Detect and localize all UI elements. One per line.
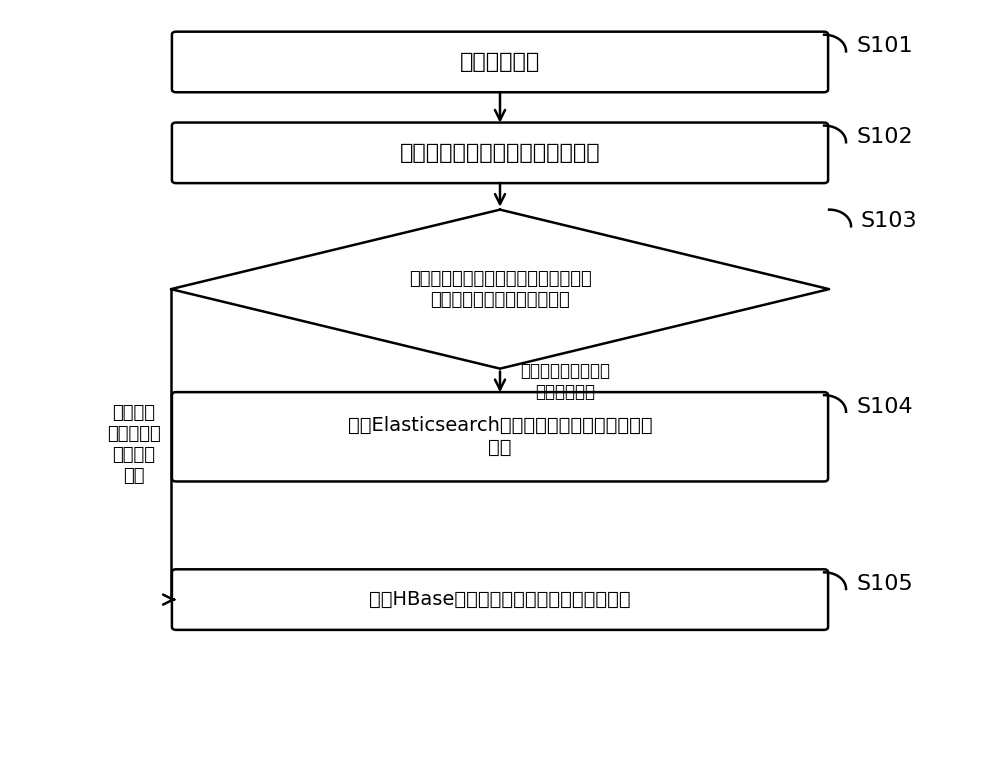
Text: 获取日志数据: 获取日志数据 (460, 52, 540, 72)
FancyBboxPatch shape (172, 392, 828, 482)
Text: S101: S101 (856, 36, 913, 56)
FancyBboxPatch shape (172, 32, 828, 92)
FancyBboxPatch shape (172, 122, 828, 183)
Text: S105: S105 (856, 574, 913, 594)
FancyBboxPatch shape (172, 569, 828, 630)
Text: S102: S102 (856, 127, 913, 147)
Text: S103: S103 (861, 211, 918, 231)
Text: 通过HBase集群对所述日志数据进行离线处理: 通过HBase集群对所述日志数据进行离线处理 (369, 590, 631, 609)
Text: 判断所述处理指令为日志数据实时处理
指令或日志数据离线处理指令: 判断所述处理指令为日志数据实时处理 指令或日志数据离线处理指令 (409, 270, 591, 309)
Text: S104: S104 (856, 397, 913, 416)
Text: 处理指令
为日志数据
离线处理
指令: 处理指令 为日志数据 离线处理 指令 (107, 404, 161, 485)
Text: 通过Elasticsearch集群对所述日志数据进行实时
处理: 通过Elasticsearch集群对所述日志数据进行实时 处理 (348, 416, 652, 458)
Polygon shape (171, 210, 829, 369)
Text: 处理指令为日志数据
实时处理指令: 处理指令为日志数据 实时处理指令 (520, 363, 610, 401)
Text: 接收针对所述日志数据的处理指令: 接收针对所述日志数据的处理指令 (400, 143, 600, 163)
